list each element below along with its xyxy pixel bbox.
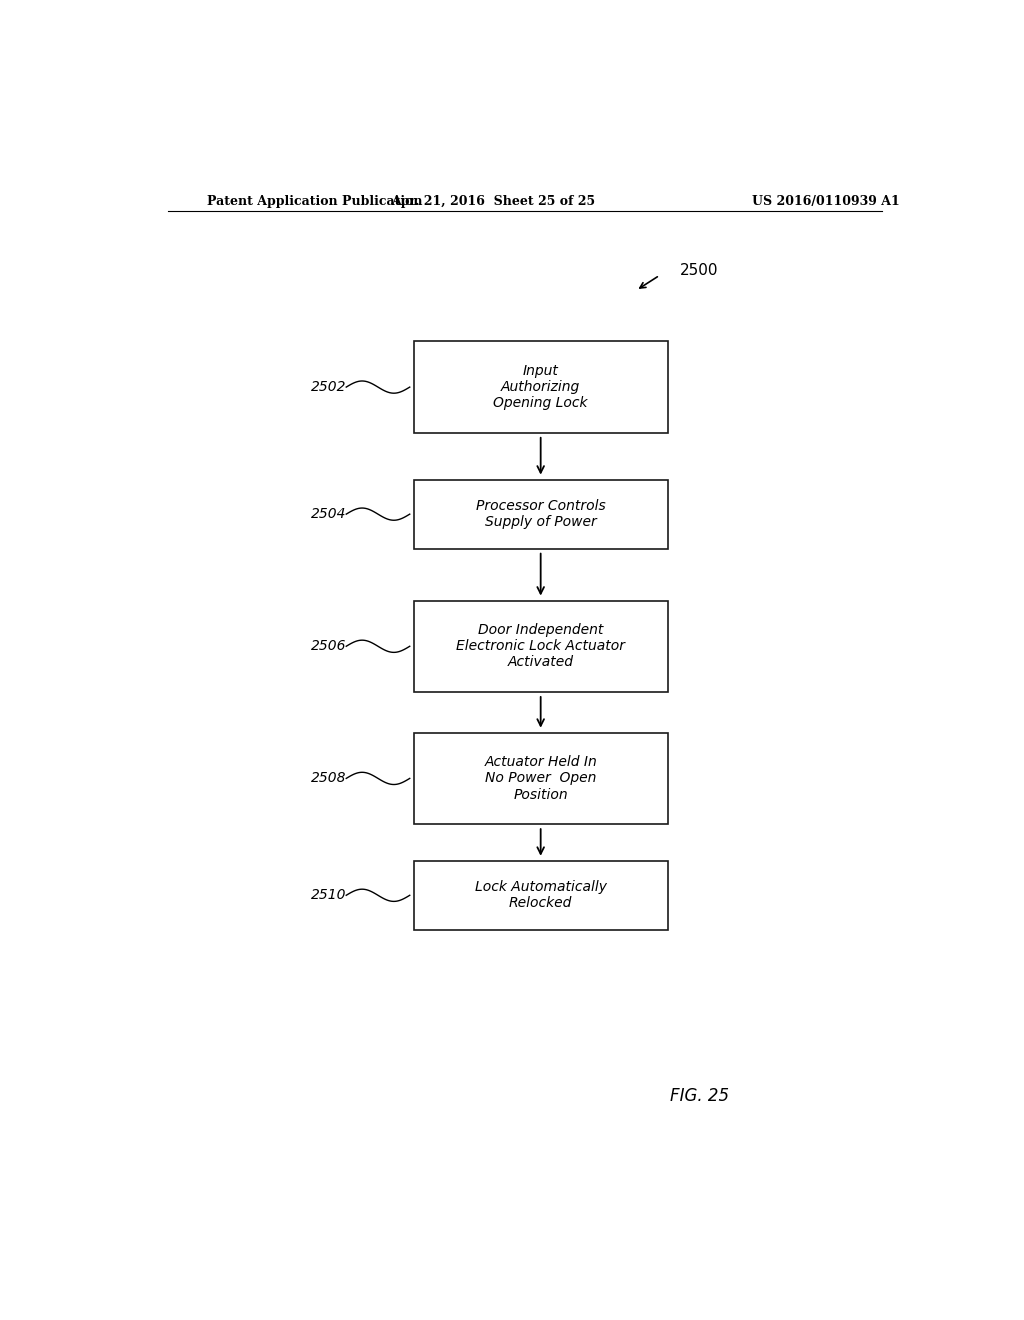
Text: FIG. 25: FIG. 25 (670, 1086, 729, 1105)
Bar (414, 861, 668, 929)
Text: Apr. 21, 2016  Sheet 25 of 25: Apr. 21, 2016 Sheet 25 of 25 (391, 194, 595, 207)
Text: US 2016/0110939 A1: US 2016/0110939 A1 (753, 194, 900, 207)
Bar (414, 601, 668, 692)
Text: Patent Application Publication: Patent Application Publication (207, 194, 423, 207)
Text: Input
Authorizing
Opening Lock: Input Authorizing Opening Lock (494, 364, 588, 411)
Text: 2500: 2500 (680, 263, 718, 277)
Text: Door Independent
Electronic Lock Actuator
Activated: Door Independent Electronic Lock Actuato… (456, 623, 626, 669)
Text: 2508: 2508 (310, 771, 346, 785)
Bar (414, 479, 668, 549)
Bar (414, 733, 668, 824)
Text: 2502: 2502 (310, 380, 346, 395)
Text: Processor Controls
Supply of Power: Processor Controls Supply of Power (476, 499, 605, 529)
Text: Actuator Held In
No Power  Open
Position: Actuator Held In No Power Open Position (484, 755, 597, 801)
Text: 2506: 2506 (310, 639, 346, 653)
Text: Lock Automatically
Relocked: Lock Automatically Relocked (475, 880, 606, 911)
Text: 2504: 2504 (310, 507, 346, 521)
Text: 2510: 2510 (310, 888, 346, 903)
Bar (414, 342, 668, 433)
